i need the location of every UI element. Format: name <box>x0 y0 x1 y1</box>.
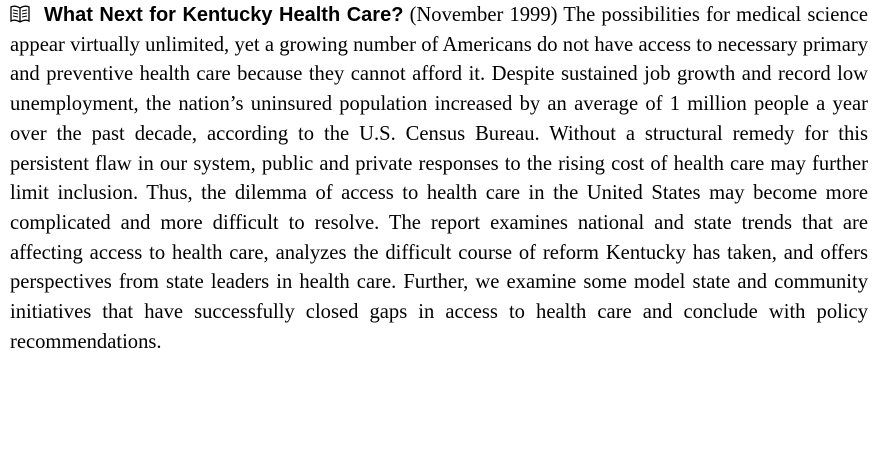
entry-paragraph: What Next for Kentucky Health Care? (Nov… <box>10 1 868 357</box>
entry-body: The possibilities for medical science ap… <box>10 4 868 353</box>
book-icon <box>10 5 30 23</box>
entry-title: What Next for Kentucky Health Care? <box>44 4 404 26</box>
entry-date: (November 1999) <box>409 4 558 26</box>
